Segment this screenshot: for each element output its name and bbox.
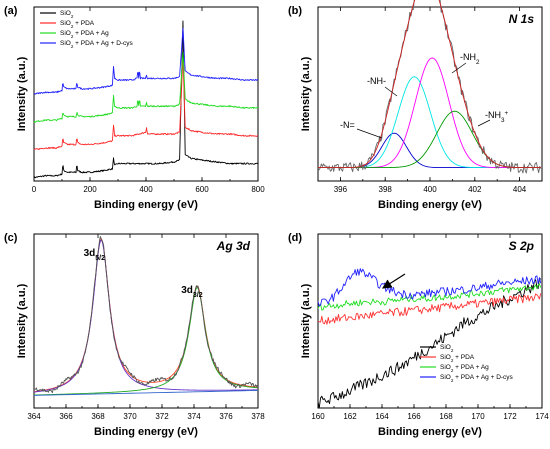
annotation-leader xyxy=(356,128,383,139)
panel-d: 160 162 164 166 168 170 172 174 Binding energy (… xyxy=(288,232,549,438)
x-tick-label: 396 xyxy=(334,185,348,194)
fit-component-0 xyxy=(318,132,541,169)
legend-entry: SiO2 + PDA xyxy=(440,354,475,363)
x-tick-label: 374 xyxy=(187,412,201,421)
x-tick-label: 200 xyxy=(83,185,97,194)
x-axis-label: Binding energy (eV) xyxy=(378,199,482,211)
annotation-leader xyxy=(451,62,467,74)
peak-arrow xyxy=(381,273,406,289)
series-line-0 xyxy=(33,20,259,179)
x-tick-label: 372 xyxy=(155,412,169,421)
x-axis-label: Binding energy (eV) xyxy=(94,199,198,211)
x-tick-label: 378 xyxy=(251,412,265,421)
x-tick-label: 0 xyxy=(32,185,37,194)
x-axis-label: Binding energy (eV) xyxy=(378,426,482,438)
annotation-n: -N= xyxy=(340,120,355,130)
annotation-nh2: -NH2 xyxy=(460,52,480,66)
panel-label: (c) xyxy=(4,232,18,244)
x-tick-label: 170 xyxy=(471,412,485,421)
y-axis-label: Intensity (a.u.) xyxy=(16,56,28,131)
x-tick-label: 162 xyxy=(343,412,357,421)
series-line-1 xyxy=(317,293,542,325)
panel-title: N 1s xyxy=(509,12,535,26)
panel-title: S 2p xyxy=(509,239,534,253)
x-tick-label: 600 xyxy=(195,185,209,194)
x-tick-label: 800 xyxy=(251,185,265,194)
x-tick-label: 402 xyxy=(468,185,482,194)
series-line-2 xyxy=(33,52,259,123)
fit-envelope xyxy=(318,0,541,169)
x-tick-label: 404 xyxy=(513,185,527,194)
panel-c: 364 366 368 370 372 374 376 378 Binding energy (… xyxy=(4,232,265,438)
annotation-leader xyxy=(384,86,398,97)
y-axis-label: Intensity (a.u.) xyxy=(300,283,312,358)
x-tick-label: 376 xyxy=(219,412,233,421)
x-tick-label: 174 xyxy=(535,412,549,421)
plot-frame xyxy=(317,6,543,182)
series-line-1 xyxy=(33,57,259,151)
panel-label: (b) xyxy=(288,5,302,17)
panel-label: (a) xyxy=(4,5,18,17)
legend-entry: SiO2 + PDA + Ag + D-cys xyxy=(60,40,134,49)
x-tick-label: 370 xyxy=(123,412,137,421)
series-line-3 xyxy=(317,268,542,307)
raw-spectrum xyxy=(33,236,258,394)
panel-a: 0 200 400 600 800 Binding energy (eV) Intensit… xyxy=(4,5,265,211)
baseline xyxy=(33,389,259,396)
y-axis-label: Intensity (a.u.) xyxy=(16,283,28,358)
plot-frame xyxy=(317,233,543,409)
legend-entry: SiO2 + PDA + Ag xyxy=(60,30,109,39)
x-tick-label: 368 xyxy=(91,412,105,421)
x-tick-label: 172 xyxy=(503,412,517,421)
x-axis-label: Binding energy (eV) xyxy=(94,426,198,438)
x-tick-label: 166 xyxy=(407,412,421,421)
x-tick-label: 398 xyxy=(379,185,393,194)
legend-entry: SiO2 xyxy=(60,10,74,19)
x-tick-label: 364 xyxy=(27,412,41,421)
x-tick-label: 400 xyxy=(423,185,437,194)
annotation-nh3: -NH3+ xyxy=(485,110,509,124)
x-tick-label: 168 xyxy=(439,412,453,421)
fit-envelope xyxy=(33,238,258,393)
annotation-leader xyxy=(477,119,491,127)
series-line-2 xyxy=(317,283,542,311)
y-axis-label: Intensity (a.u.) xyxy=(300,56,312,131)
panel-b: 396 398 400 402 404 Binding energy (eV) Intens… xyxy=(288,0,543,211)
legend-entry: SiO2 + PDA xyxy=(60,20,95,29)
annotation-3d32: 3d3/2 xyxy=(181,285,203,299)
series-line-3 xyxy=(33,27,259,95)
legend-entry: SiO2 + PDA + Ag + D-cys xyxy=(440,374,514,383)
x-tick-label: 160 xyxy=(311,412,325,421)
annotation-3d52: 3d5/2 xyxy=(84,248,106,262)
legend-entry: SiO2 + PDA + Ag xyxy=(440,364,489,373)
x-tick-label: 366 xyxy=(59,412,73,421)
fit-component-1 xyxy=(33,287,258,396)
panel-label: (d) xyxy=(288,232,302,244)
legend-entry: SiO2 xyxy=(440,344,454,353)
x-tick-label: 400 xyxy=(139,185,153,194)
panel-title: Ag 3d xyxy=(216,239,251,253)
fit-component-0 xyxy=(33,239,258,393)
x-tick-label: 164 xyxy=(375,412,389,421)
annotation-nh: -NH- xyxy=(367,76,386,86)
series-line-0 xyxy=(317,277,542,409)
